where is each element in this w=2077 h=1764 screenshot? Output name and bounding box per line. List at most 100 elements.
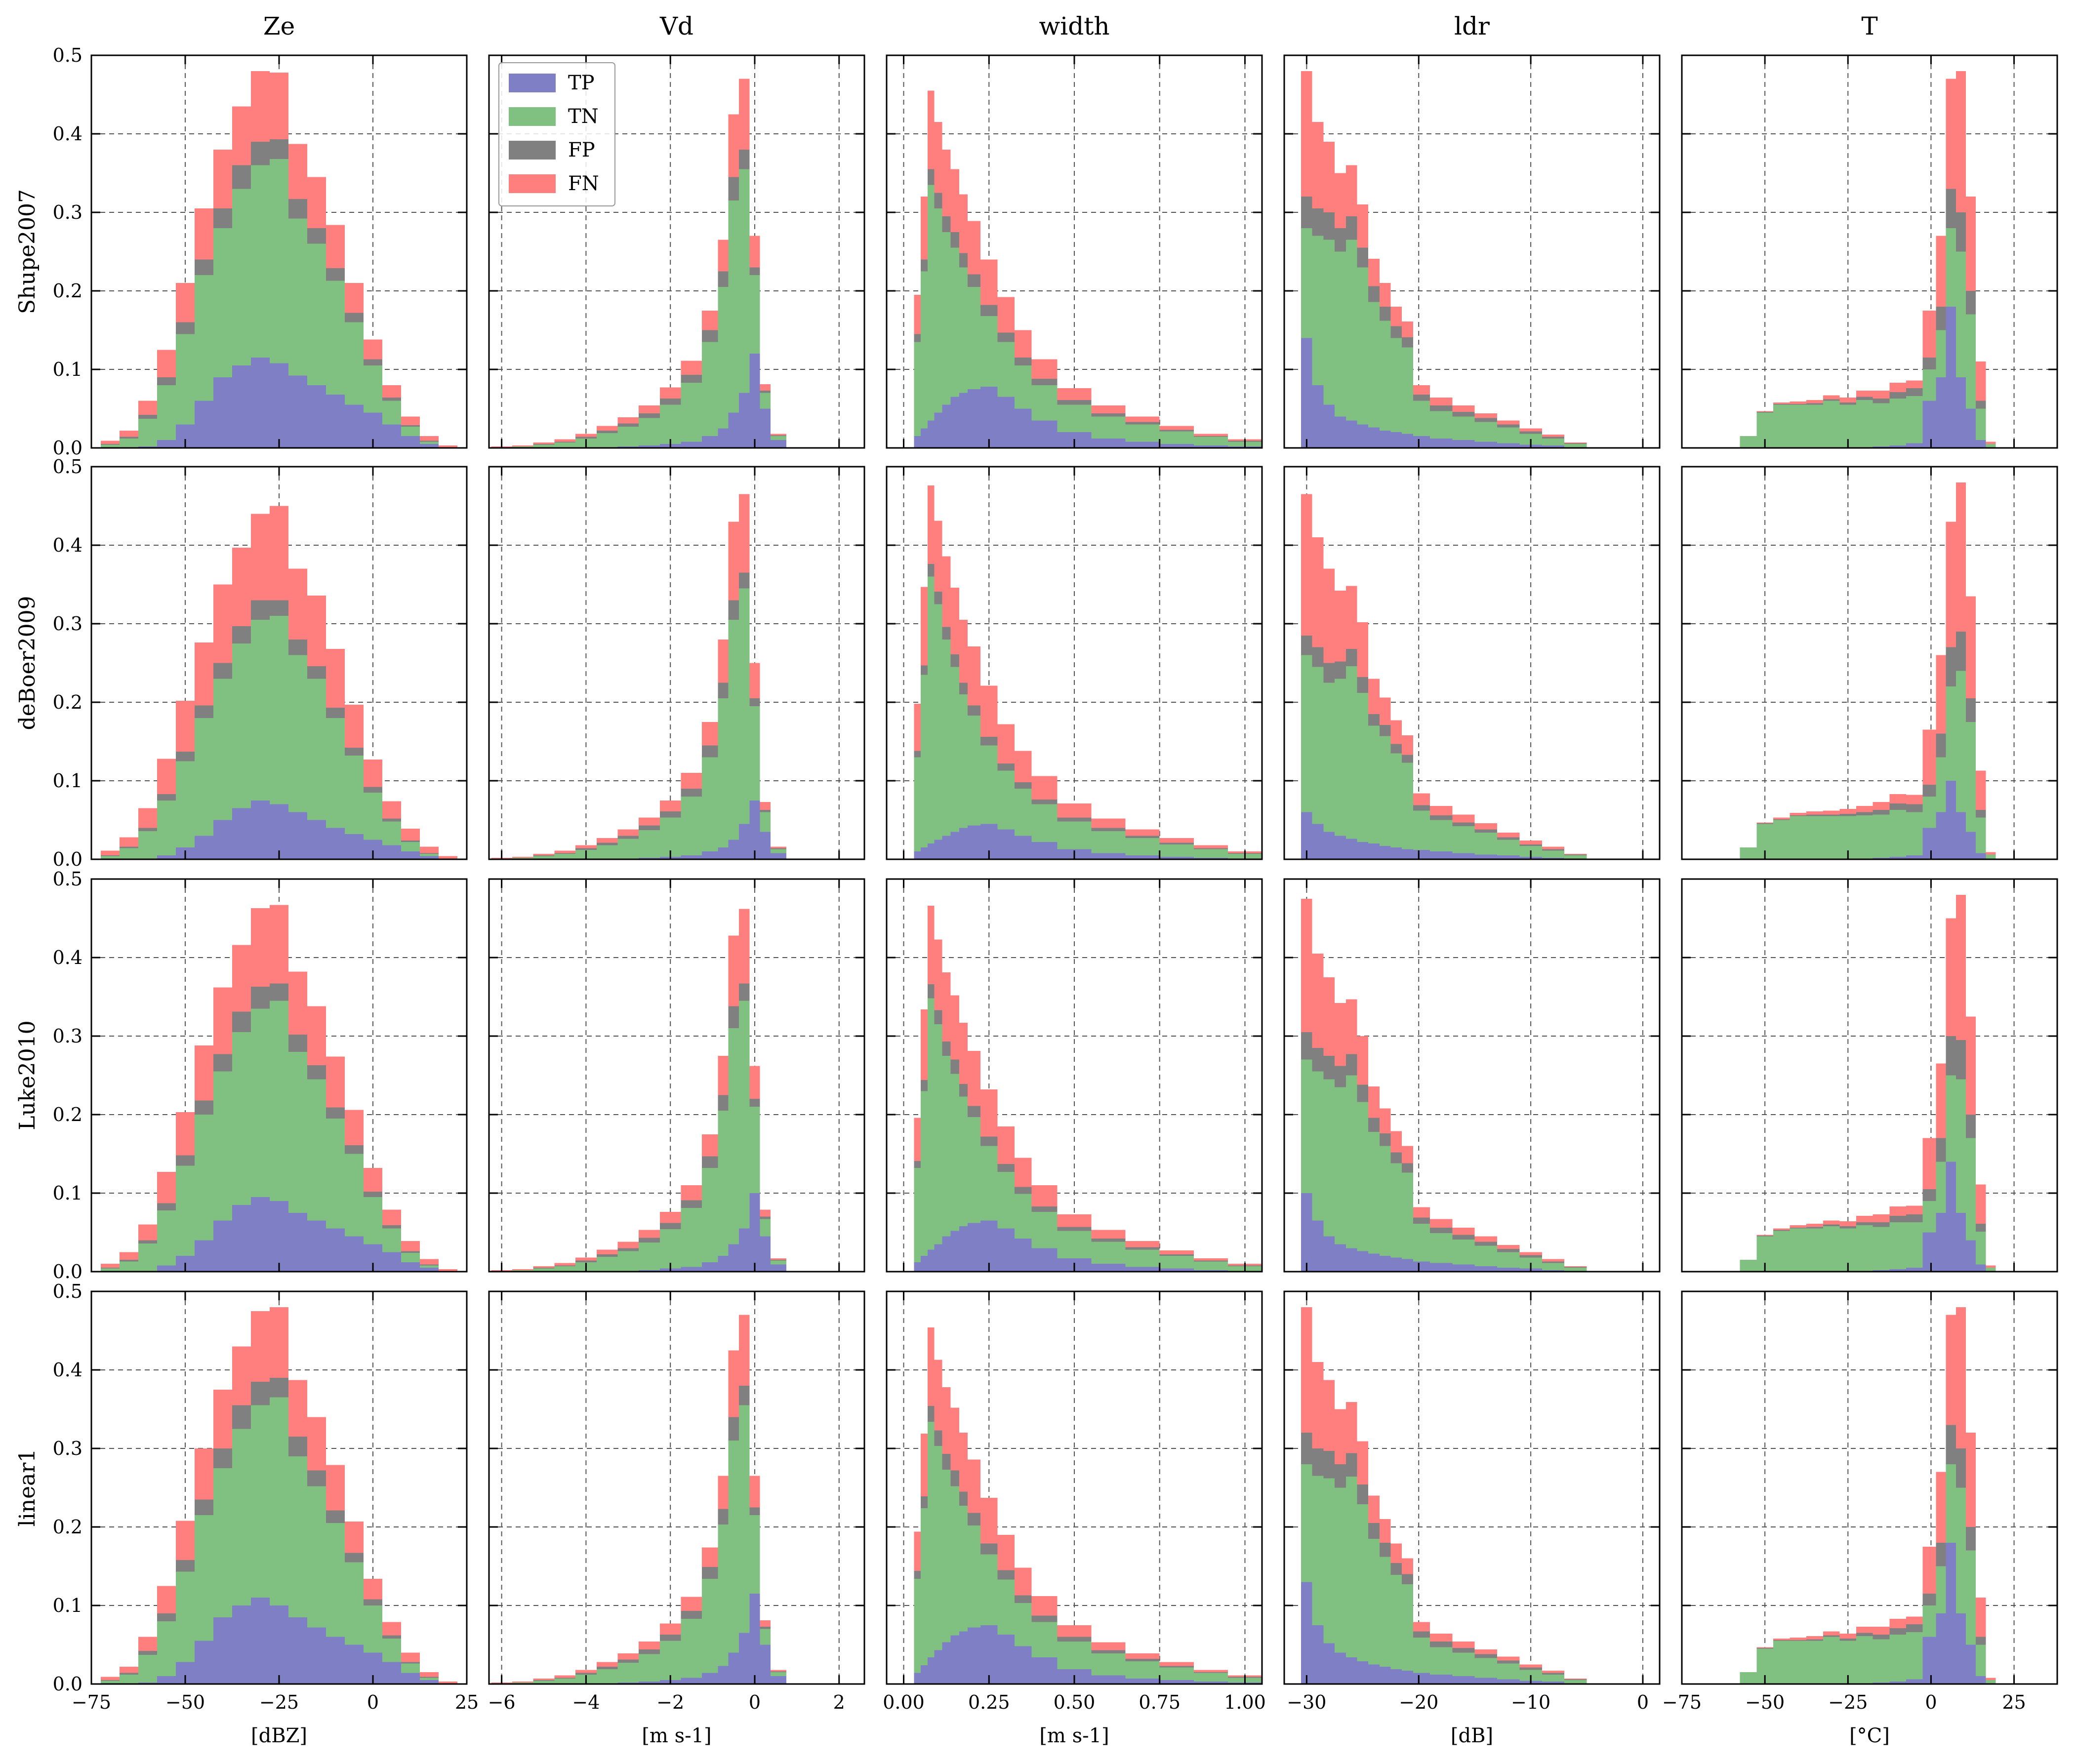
bar-FN	[927, 1327, 935, 1406]
bar-FN	[420, 846, 439, 853]
bar-TN	[1790, 1228, 1807, 1272]
bar-FP	[157, 1203, 176, 1210]
bar-TP	[157, 440, 176, 448]
bar-FP	[659, 398, 681, 405]
bar-FN	[942, 1387, 951, 1454]
bar-FP	[639, 1649, 660, 1654]
bar-TN	[420, 1265, 439, 1268]
bar-TN	[1966, 314, 1976, 409]
bar-FN	[1922, 1138, 1936, 1190]
bar-FP	[1335, 228, 1346, 252]
bar-TN	[382, 1228, 401, 1252]
bar-FN	[1015, 1567, 1032, 1596]
bar-TN	[1057, 404, 1092, 433]
bar-FN	[288, 568, 307, 640]
bar-FP	[326, 1510, 345, 1523]
bar-FN	[307, 177, 326, 228]
bar-FP	[382, 1225, 401, 1229]
bar-FP	[1806, 1227, 1823, 1229]
bar-FN	[1976, 1598, 1986, 1637]
bar-TN	[1323, 1478, 1335, 1644]
bar-TN	[1057, 1642, 1092, 1669]
bar-FP	[702, 330, 718, 342]
bar-FN	[213, 1389, 232, 1448]
bar-FN	[718, 639, 729, 683]
bar-TN	[997, 342, 1015, 397]
bar-TP	[345, 1644, 364, 1684]
bar-TP	[950, 832, 959, 859]
bar-FN	[1335, 591, 1346, 662]
bar-FN	[1946, 918, 1956, 1036]
y-tick-label: 0.2	[53, 1516, 82, 1538]
bar-TN	[1031, 385, 1058, 421]
bar-TP	[232, 808, 251, 859]
panel-frame	[1283, 466, 1661, 860]
bar-FP	[980, 736, 998, 746]
bar-FP	[1368, 1118, 1380, 1132]
bar-TP	[728, 1652, 739, 1684]
bar-FN	[364, 339, 382, 360]
bar-FP	[1906, 804, 1923, 812]
bar-TP	[420, 856, 439, 859]
bar-TN	[1368, 1538, 1380, 1665]
bar-TN	[176, 1571, 195, 1662]
bar-TN	[307, 1486, 326, 1628]
bar-FN	[401, 1241, 420, 1251]
bar-TP	[307, 820, 326, 859]
bar-TP	[1379, 1667, 1391, 1684]
bar-FP	[1790, 1640, 1807, 1641]
x-tick-label: −50	[165, 1691, 205, 1713]
bar-FP	[1976, 1224, 1986, 1232]
bar-FN	[921, 587, 928, 666]
column-title: width	[1039, 12, 1109, 40]
bar-TP	[1345, 1248, 1357, 1272]
bar-FN	[659, 387, 681, 399]
bar-FN	[345, 283, 364, 313]
bar-TN	[968, 1525, 980, 1628]
bar-TN	[927, 576, 935, 844]
bar-FN	[1057, 388, 1092, 401]
bar-TP	[914, 1673, 921, 1684]
bar-TP	[1323, 1236, 1335, 1272]
bar-FP	[288, 199, 307, 219]
bar-FP	[213, 208, 232, 228]
bar-TP	[959, 1226, 968, 1272]
bar-FN	[959, 1433, 968, 1492]
bar-TN	[1057, 821, 1092, 849]
bar-FN	[1057, 803, 1092, 818]
bar-TP	[1312, 824, 1324, 859]
bar-TP	[771, 1676, 787, 1684]
bar-TP	[1368, 427, 1380, 448]
bar-FP	[232, 626, 251, 643]
bar-FP	[921, 665, 928, 675]
bar-TN	[533, 444, 555, 448]
bar-FN	[1756, 822, 1773, 823]
bar-TN	[157, 385, 176, 441]
bar-FN	[382, 801, 401, 819]
bar-FN	[771, 1670, 787, 1672]
bar-FP	[738, 1385, 750, 1405]
bar-TP	[738, 1633, 750, 1684]
bar-FN	[1301, 71, 1312, 197]
bar-FN	[1955, 482, 1966, 632]
bar-TP	[934, 840, 942, 859]
bar-TP	[1542, 857, 1565, 859]
bar-FP	[1357, 677, 1369, 693]
bar-FP	[1357, 1084, 1369, 1102]
bar-TN	[617, 1663, 639, 1683]
bar-FP	[138, 828, 157, 831]
bar-FP	[1497, 424, 1520, 428]
bar-TN	[1806, 816, 1823, 859]
bar-TN	[1946, 686, 1956, 781]
bar-FP	[659, 811, 681, 818]
bar-FP	[950, 654, 959, 667]
bar-TN	[1773, 1641, 1790, 1684]
bar-TP	[1873, 446, 1890, 448]
bar-TN	[1413, 401, 1430, 437]
bar-FP	[1335, 1464, 1346, 1488]
bar-TN	[1976, 1231, 1986, 1265]
bar-TN	[1986, 854, 1996, 859]
bar-TN	[1335, 1087, 1346, 1244]
x-tick-label: −6	[488, 1691, 516, 1713]
bar-FP	[420, 853, 439, 854]
